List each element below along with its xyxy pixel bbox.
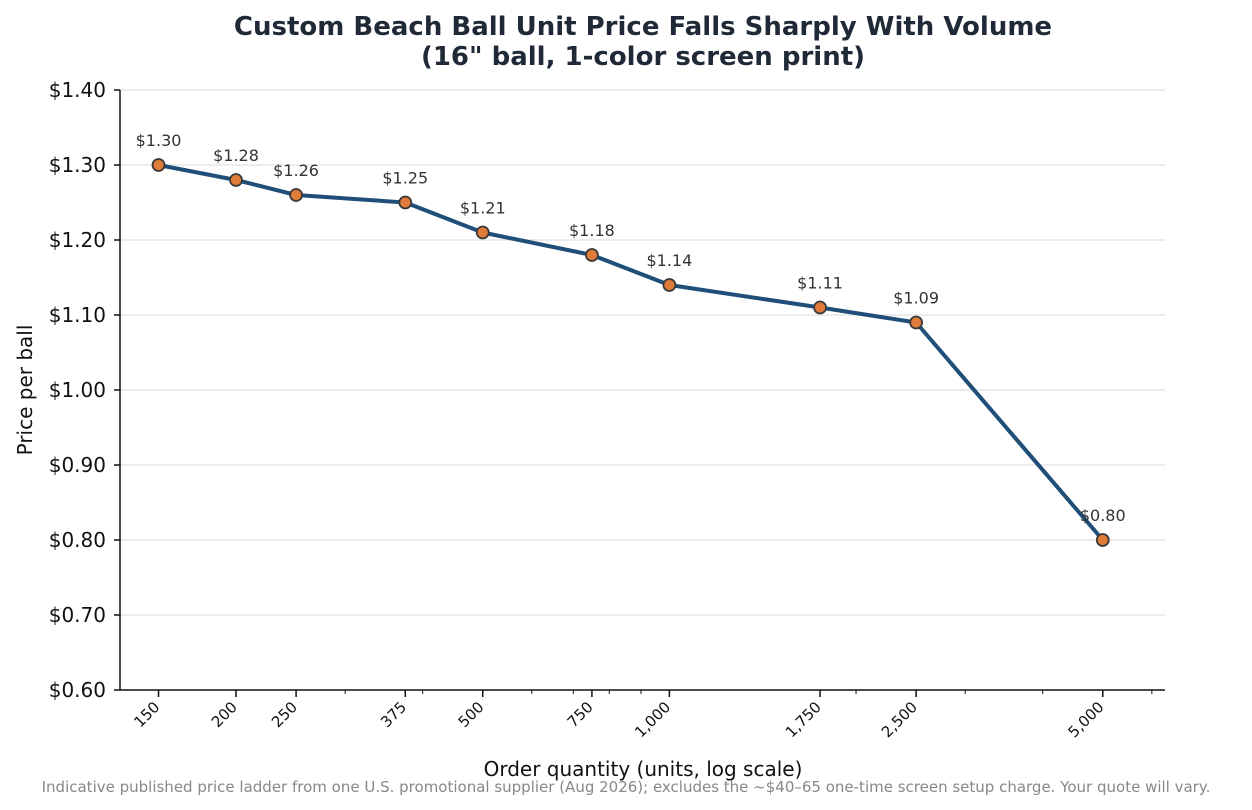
y-tick-label: $1.10 (49, 303, 106, 327)
x-tick-label: 2,500 (878, 698, 921, 741)
y-tick-label: $1.30 (49, 153, 106, 177)
y-tick-label: $0.90 (49, 453, 106, 477)
y-tick-label: $1.40 (49, 78, 106, 102)
x-tick-label: 750 (564, 698, 597, 731)
data-point (475, 225, 490, 240)
data-label: $1.28 (213, 146, 259, 165)
x-tick-label: 500 (455, 698, 488, 731)
data-label: $1.26 (273, 161, 319, 180)
x-tick-label: 200 (208, 698, 241, 731)
data-point (1095, 533, 1110, 547)
data-label: $0.80 (1080, 506, 1126, 525)
data-label: $1.14 (646, 251, 692, 270)
data-label: $1.21 (460, 199, 506, 218)
chart-title-line-1: Custom Beach Ball Unit Price Falls Sharp… (234, 12, 1052, 42)
x-tick-label: 375 (377, 698, 410, 731)
data-point (229, 173, 243, 187)
footnote: Indicative published price ladder from o… (42, 778, 1211, 796)
y-tick-label: $0.80 (49, 528, 106, 552)
x-axis-label: Order quantity (units, log scale) (484, 757, 803, 781)
y-tick-label: $1.20 (49, 228, 106, 252)
y-tick-label: $0.60 (49, 678, 106, 702)
x-tick-label: 1,750 (782, 698, 825, 741)
data-label: $1.09 (893, 289, 939, 308)
y-axis-ticks: $0.60 $0.70 $0.80 $0.90 $1.00 $1.10 $1.20 $1.30… (49, 78, 120, 702)
data-label: $1.30 (136, 131, 182, 150)
data-labels: $1.30 $1.28 $1.26 $1.25 $1.21 $1.18 $1.14 $1.11… (136, 131, 1126, 525)
data-point (151, 158, 166, 172)
data-points (151, 158, 1110, 547)
y-axis-label: Price per ball (13, 325, 37, 456)
data-label: $1.11 (797, 274, 843, 293)
data-label: $1.18 (569, 221, 615, 240)
y-tick-label: $0.70 (49, 603, 106, 627)
x-tick-label: 250 (268, 698, 301, 731)
x-tick-label: 150 (130, 698, 163, 731)
y-tick-label: $1.00 (49, 378, 106, 402)
data-point (662, 278, 677, 292)
data-point (813, 300, 827, 315)
data-point (289, 188, 303, 202)
data-point (909, 315, 924, 330)
x-tick-label: 1,000 (631, 698, 674, 741)
data-point (398, 195, 413, 210)
data-point (585, 248, 599, 262)
price-series-line (158, 163, 1105, 542)
chart-title-line-2: (16" ball, 1-color screen print) (421, 42, 865, 72)
grid-lines (120, 89, 1165, 616)
x-tick-label: 5,000 (1064, 698, 1107, 741)
x-axis-ticks: 150 200 250 375 500 750 1,000 1,750 2,500 5,000 (130, 690, 1153, 741)
data-label: $1.25 (382, 169, 428, 188)
